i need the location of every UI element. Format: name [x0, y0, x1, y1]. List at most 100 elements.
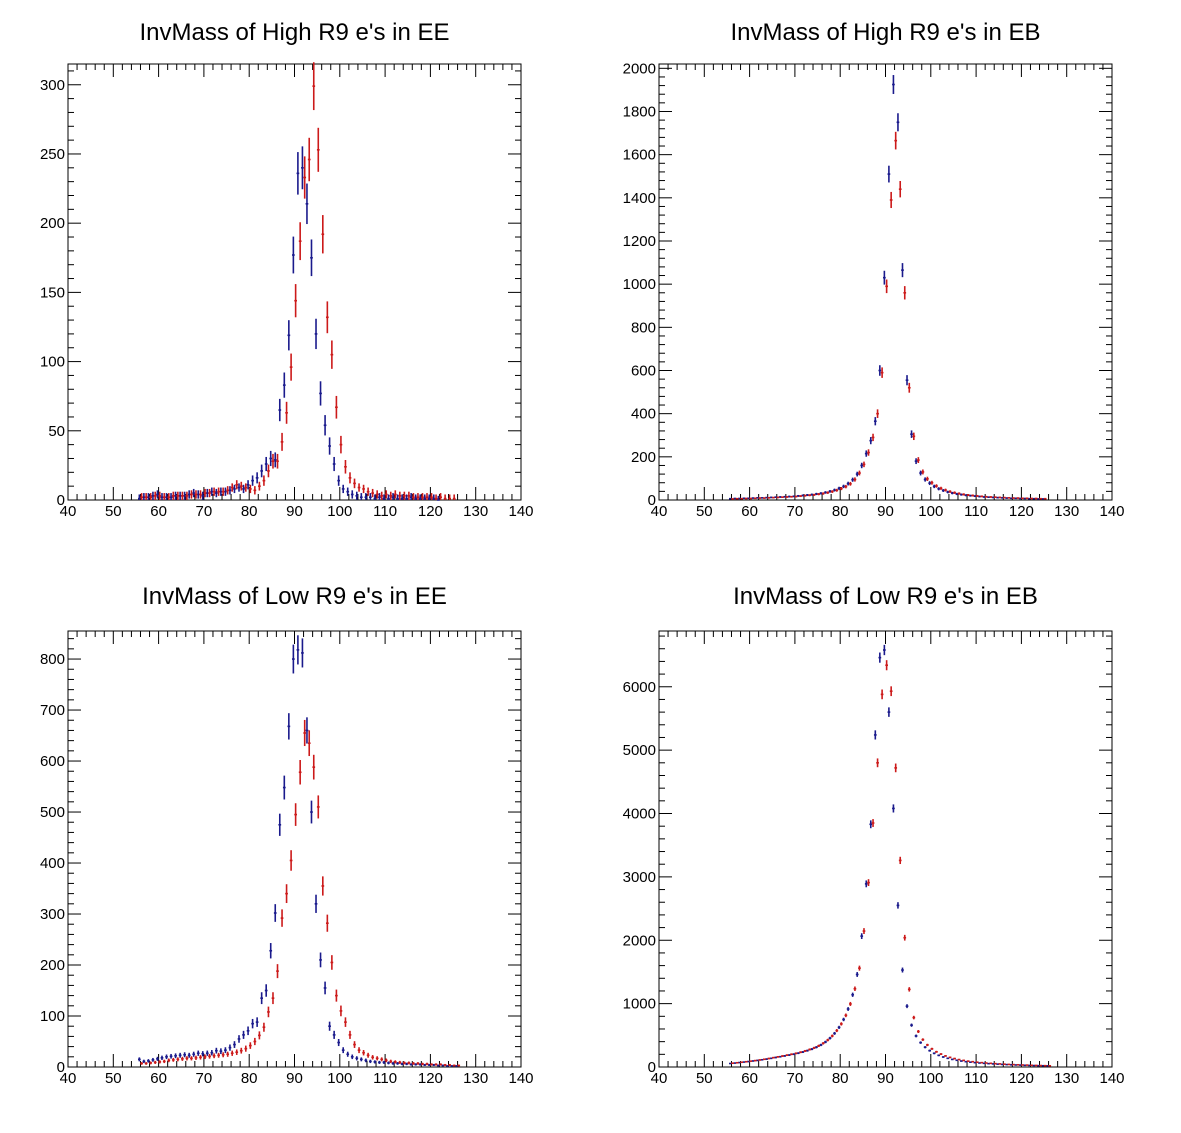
data-point: [305, 717, 309, 744]
data-point: [337, 475, 341, 486]
data-point: [205, 1050, 209, 1056]
data-point: [210, 487, 214, 496]
data-point: [196, 1050, 200, 1056]
data-point: [405, 1062, 408, 1066]
data-point: [260, 992, 264, 1005]
x-tick-label: 110: [964, 503, 988, 520]
data-point: [853, 986, 857, 991]
data-point: [1043, 1064, 1047, 1067]
data-point: [364, 1058, 368, 1063]
x-tick-label: 70: [787, 1070, 804, 1087]
data-point: [839, 1022, 843, 1026]
data-point: [962, 493, 966, 496]
data-point: [762, 497, 766, 499]
data-point: [201, 1051, 205, 1057]
data-point: [731, 498, 734, 500]
data-point: [1016, 497, 1020, 499]
data-point: [330, 340, 334, 369]
data-point: [851, 992, 855, 997]
x-tick-label: 40: [651, 503, 668, 520]
data-point: [418, 494, 422, 500]
data-point: [221, 487, 225, 496]
data-point: [280, 432, 284, 451]
x-tick-label: 60: [150, 503, 167, 520]
data-point: [984, 1062, 988, 1064]
data-point: [339, 435, 343, 454]
data-point: [871, 433, 875, 442]
data-point: [205, 488, 209, 498]
data-point: [212, 1053, 216, 1059]
data-point: [140, 493, 143, 500]
data-point: [896, 113, 900, 132]
data-point: [767, 1057, 771, 1060]
data-point: [153, 491, 157, 500]
y-tick-label: 100: [40, 1008, 65, 1025]
data-point: [384, 1058, 388, 1063]
plot-frame: [67, 63, 522, 501]
data-point: [892, 804, 895, 813]
data-point: [294, 803, 297, 826]
data-point: [307, 730, 311, 757]
data-point: [892, 75, 895, 94]
data-point: [1025, 1064, 1029, 1066]
data-point: [402, 1061, 406, 1065]
x-tick-label: 50: [105, 503, 122, 520]
data-point: [332, 1030, 336, 1039]
y-tick-label: 2000: [623, 932, 656, 949]
data-point: [926, 476, 929, 481]
x-tick-label: 40: [60, 1070, 77, 1087]
data-point: [903, 286, 907, 300]
data-point: [348, 1030, 352, 1039]
data-point: [1025, 497, 1029, 500]
data-point: [335, 395, 338, 419]
data-point: [803, 1049, 807, 1052]
data-point: [162, 493, 166, 500]
data-point: [862, 461, 866, 468]
x-tick-label: 100: [327, 1070, 352, 1087]
data-point: [144, 493, 148, 500]
data-point: [434, 494, 438, 500]
chart-panel-high-r9-ee: InvMass of High R9 e's in EE 40 50 60 70 80 90…: [40, 19, 534, 520]
y-tick-label: 600: [40, 753, 65, 770]
data-point: [944, 1055, 947, 1057]
data-point: [378, 1060, 381, 1064]
data-point: [214, 488, 218, 498]
data-point: [962, 1059, 966, 1062]
data-point: [993, 1062, 997, 1065]
data-point: [849, 481, 852, 486]
y-tick-label: 6000: [623, 679, 656, 696]
data-point: [255, 1017, 259, 1027]
data-point: [153, 1060, 157, 1064]
data-point: [208, 488, 211, 498]
data-point: [391, 1062, 395, 1065]
data-point: [919, 1041, 922, 1044]
data-point: [378, 493, 381, 500]
data-point: [907, 987, 911, 992]
data-point: [876, 758, 879, 768]
y-tick-label: 250: [40, 146, 65, 163]
data-point: [903, 934, 907, 941]
data-point: [785, 1054, 789, 1057]
data-point: [165, 1054, 168, 1060]
data-point: [407, 491, 411, 500]
y-tick-label: 4000: [623, 806, 656, 823]
data-point: [298, 222, 302, 261]
data-point: [137, 1057, 141, 1062]
data-point: [248, 484, 252, 494]
data-point: [217, 487, 220, 496]
x-tick-label: 50: [696, 1070, 713, 1087]
data-point: [380, 491, 384, 500]
data-point: [355, 1056, 359, 1061]
x-tick-label: 130: [1054, 1070, 1079, 1087]
data-point: [916, 1030, 920, 1034]
data-point: [772, 496, 775, 499]
data-point: [953, 1057, 956, 1060]
x-tick-label: 90: [877, 1070, 894, 1087]
data-point: [239, 1047, 243, 1054]
data-point: [1043, 497, 1047, 500]
data-point: [971, 1060, 975, 1063]
data-point: [937, 1054, 941, 1057]
y-tick-label: 1200: [623, 233, 656, 250]
y-ticks: [68, 638, 521, 1068]
data-point: [957, 1058, 961, 1061]
